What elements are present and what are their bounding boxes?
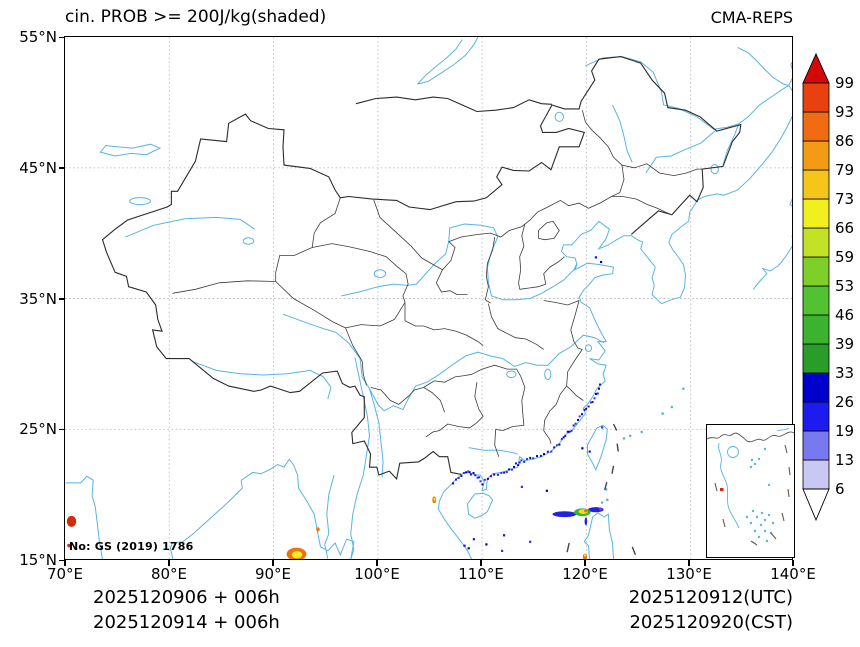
chart-title: cin. PROB >= 200J/kg(shaded) <box>65 7 327 27</box>
x-tick-label: 100°E <box>354 565 400 583</box>
colorbar-tick-label: 46 <box>835 306 854 324</box>
x-tick-mark <box>480 560 482 566</box>
colorbar-tick-label: 73 <box>835 190 854 208</box>
y-tick-label: 55°N <box>19 28 57 46</box>
y-tick-mark <box>59 428 65 431</box>
vietnam-coast-yellow-dot <box>433 497 436 501</box>
y-tick-mark <box>59 559 65 562</box>
init-run-cst: 2025120914 + 006h <box>93 612 280 633</box>
x-tick-mark <box>168 560 170 566</box>
luzon-strait-blue-tail <box>584 517 588 526</box>
probability-colorbar: 6 13 19 26 33 39 46 53 59 66 73 79 86 93 99 <box>802 52 854 522</box>
x-tick-label: 90°E <box>254 565 292 583</box>
y-tick-label: 15°N <box>19 551 57 569</box>
colorbar-tick-label: 59 <box>835 248 854 266</box>
y-tick-label: 35°N <box>19 289 57 308</box>
y-tick-label: 25°N <box>19 420 57 439</box>
map-license-note: No: GS (2019) 1786 <box>69 540 194 553</box>
x-tick-label: 70°E <box>46 565 84 583</box>
x-tick-label: 120°E <box>562 565 608 583</box>
myanmar-coast-yellow-core <box>291 551 303 559</box>
arabian-sea-red-speck <box>67 543 71 548</box>
colorbar-tick-label: 39 <box>835 335 854 353</box>
model-name: CMA-REPS <box>710 8 793 27</box>
y-tick-mark <box>59 298 65 300</box>
luzon-bottom-orange <box>582 553 588 560</box>
luzon-strait-violet-tip <box>599 507 602 511</box>
colorbar-tick-label: 86 <box>835 132 854 150</box>
colorbar-tick-label: 6 <box>835 480 845 498</box>
y-tick-mark <box>59 167 65 169</box>
colorbar-tick-label: 53 <box>835 277 854 295</box>
colorbar-tick-label: 79 <box>835 161 854 179</box>
x-tick-mark <box>688 560 690 566</box>
inset-red-speck <box>720 488 724 491</box>
y-tick-label: 45°N <box>19 158 57 177</box>
colorbar-tick-label: 26 <box>835 393 854 411</box>
x-tick-label: 110°E <box>458 565 504 583</box>
x-tick-mark <box>64 560 66 566</box>
x-tick-mark <box>376 560 378 566</box>
y-tick-mark <box>59 36 65 39</box>
south-china-sea-inset <box>706 424 795 558</box>
colorbar-tick-label: 19 <box>835 422 854 440</box>
colorbar-tick-label: 13 <box>835 451 854 469</box>
valid-time-cst: 2025120920(CST) <box>629 612 793 633</box>
colorbar-tick-label: 93 <box>835 103 854 121</box>
x-tick-label: 80°E <box>150 565 188 583</box>
luzon-strait-blue-west <box>552 511 577 518</box>
x-tick-label: 140°E <box>770 565 816 583</box>
arabian-sea-red-blob <box>66 515 77 527</box>
colorbar-tick-label: 66 <box>835 219 854 237</box>
valid-time-utc: 2025120912(UTC) <box>628 587 793 608</box>
init-run-utc: 2025120906 + 006h <box>93 587 280 608</box>
myanmar-inland-orange-speck <box>316 527 320 532</box>
luzon-bottom-yellow-dot <box>583 554 586 557</box>
x-tick-label: 130°E <box>666 565 712 583</box>
colorbar-tick-label: 33 <box>835 364 854 382</box>
luzon-strait-orange <box>584 509 588 513</box>
china-map <box>65 37 793 560</box>
colorbar-tick-label: 99 <box>835 74 854 92</box>
x-tick-mark <box>792 560 794 566</box>
x-tick-mark <box>272 560 274 566</box>
x-tick-mark <box>584 560 586 566</box>
